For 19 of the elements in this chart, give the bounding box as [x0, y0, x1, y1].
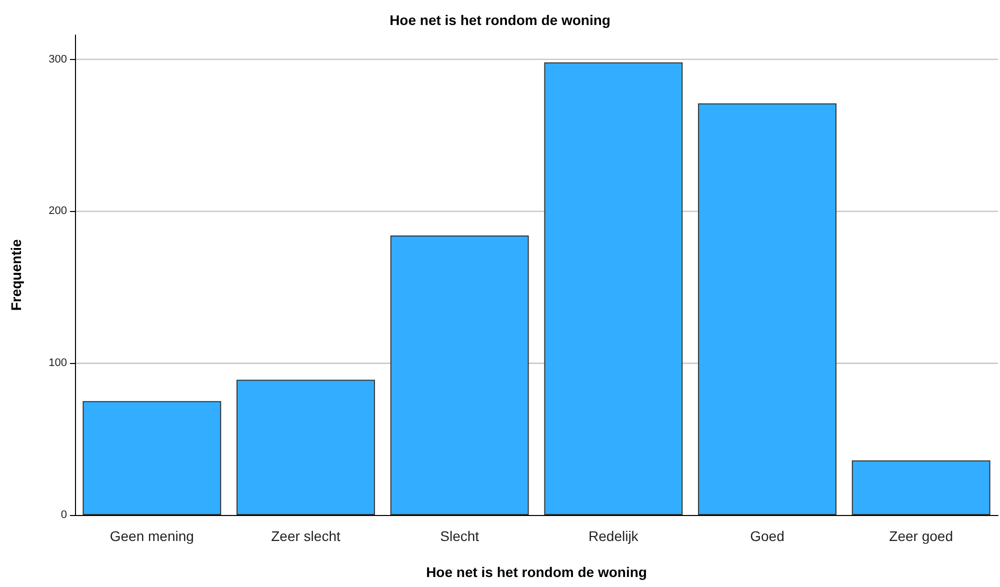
x-tick-label: Redelijk: [588, 528, 640, 544]
y-tick-label: 0: [60, 509, 67, 521]
bar: [236, 380, 375, 515]
x-tick-label: Slecht: [440, 528, 480, 544]
x-tick-label: Zeer goed: [889, 528, 953, 544]
y-tick-label: 200: [48, 205, 67, 218]
bar: [698, 103, 836, 515]
bar: [82, 401, 222, 515]
bar: [852, 460, 990, 515]
y-axis-title: Frequentie: [8, 239, 24, 311]
y-tick-label: 100: [48, 357, 67, 370]
bar: [544, 62, 683, 515]
x-tick-label: Goed: [750, 528, 784, 544]
x-axis-title: Hoe net is het rondom de woning: [426, 564, 647, 580]
x-tick-label: Geen mening: [110, 528, 194, 544]
y-tick-label: 300: [48, 53, 67, 66]
x-tick-label: Zeer slecht: [271, 528, 340, 544]
bar: [390, 236, 529, 515]
chart-title: Hoe net is het rondom de woning: [390, 12, 610, 28]
